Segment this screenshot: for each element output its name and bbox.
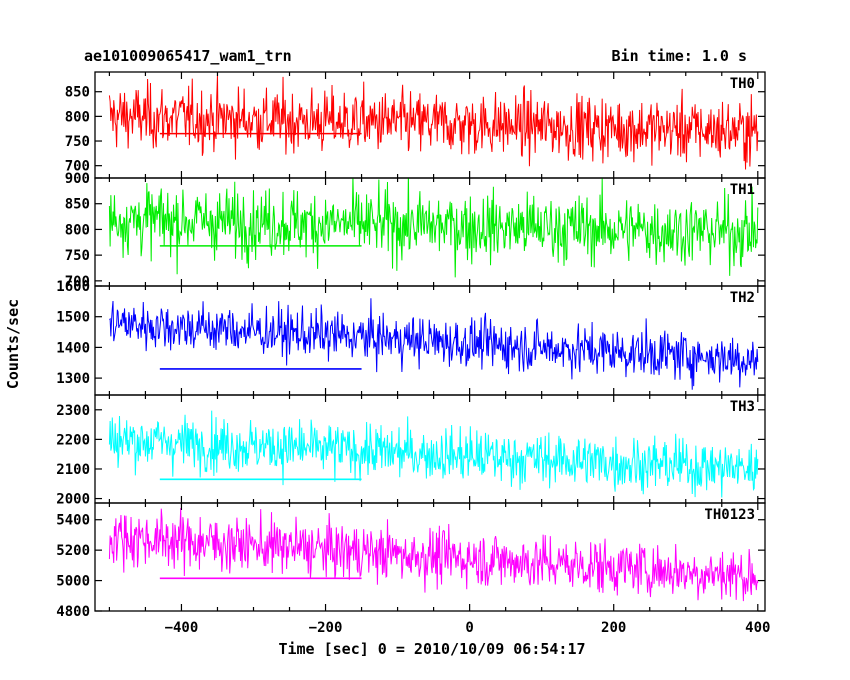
series-th2-line (109, 298, 759, 390)
y-axis-label: Counts/sec (4, 299, 22, 389)
panels: 700 750 800 850 TH0 700 750 800 850 900 TH1 1300 140… (56, 71, 766, 620)
x-tick-label: 0 (465, 620, 473, 636)
y-tick-label: 2000 (56, 492, 90, 508)
series-label: TH3 (730, 399, 755, 415)
y-tick-label: 1400 (56, 340, 90, 356)
y-tick-label: 800 (65, 109, 90, 125)
y-tick-label: 2200 (56, 432, 90, 448)
panel-th3: 2000 2100 2200 2300 TH3 (56, 394, 766, 508)
y-tick-label: 800 (65, 222, 90, 238)
y-tick-label: 4800 (56, 604, 90, 620)
panel-th1: 700 750 800 850 900 TH1 (65, 171, 766, 290)
panel-th0123: 4800 5000 5200 5400 TH0123 (56, 502, 766, 620)
x-tick-label: −400 (165, 620, 199, 636)
series-th1-line (108, 178, 759, 278)
y-tick-label: 5200 (56, 543, 90, 559)
series-label: TH1 (730, 182, 755, 198)
panel-th2: 1300 1400 1500 1600 TH2 (56, 279, 766, 396)
series-label: TH0 (730, 76, 755, 92)
y-tick-label: 700 (65, 274, 90, 290)
series-th0-line (108, 75, 759, 170)
y-tick-label: 900 (65, 171, 90, 187)
x-tick-label: 400 (745, 620, 770, 636)
y-tick-label: 1500 (56, 310, 90, 326)
series-th0123-line (108, 507, 759, 602)
series-label: TH2 (730, 290, 755, 306)
y-tick-label: 1300 (56, 371, 90, 387)
x-axis-label: Time [sec] 0 = 2010/10/09 06:54:17 (278, 640, 585, 658)
y-tick-label: 2100 (56, 462, 90, 478)
bin-time-label: Bin time: 1.0 s (612, 47, 747, 65)
panel-th0: 700 750 800 850 TH0 (65, 71, 766, 179)
x-tick-label: −200 (309, 620, 343, 636)
y-tick-label: 5400 (56, 513, 90, 529)
y-tick-label: 850 (65, 197, 90, 213)
y-tick-label: 5000 (56, 574, 90, 590)
y-tick-label: 750 (65, 248, 90, 264)
series-th3-line (108, 410, 759, 498)
y-tick-label: 2300 (56, 403, 90, 419)
y-tick-label: 1600 (56, 279, 90, 295)
y-tick-label: 750 (65, 134, 90, 150)
series-label: TH0123 (704, 507, 755, 523)
y-tick-label: 700 (65, 159, 90, 175)
chart-title: ae101009065417_wam1_trn (84, 47, 292, 65)
y-tick-label: 850 (65, 85, 90, 101)
panel-frame (94, 502, 766, 612)
x-tick-label: 200 (601, 620, 626, 636)
x-axis: −400 −200 0 200 400 (165, 620, 771, 636)
